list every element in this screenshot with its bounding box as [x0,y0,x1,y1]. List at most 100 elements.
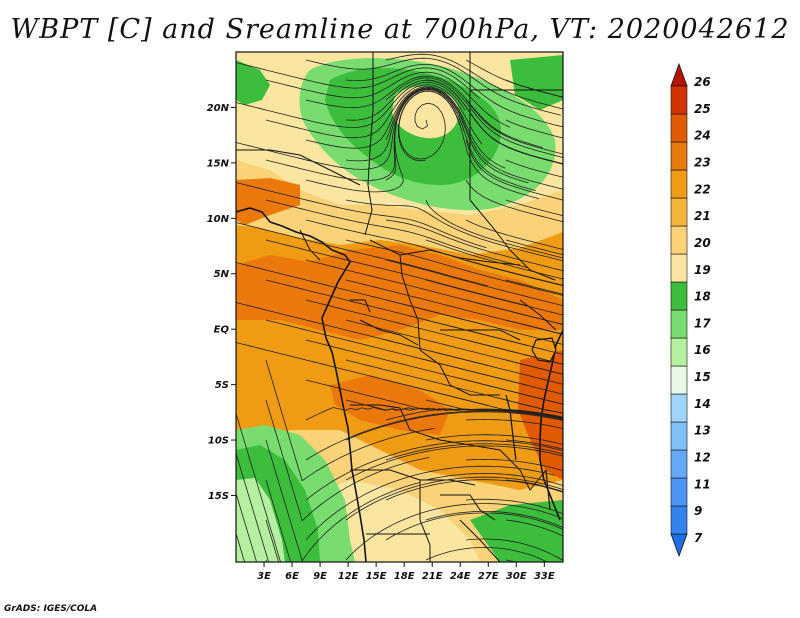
streamline [345,79,563,165]
colorbar-swatch [670,225,688,255]
wbpt-field-sw-light [236,478,285,562]
colorbar-label: 13 [694,424,711,438]
streamline [505,359,563,375]
lon-tick-label: 27E [478,571,499,582]
streamline [345,445,563,481]
streamline [385,77,563,158]
lon-tick-label: 6E [285,571,299,582]
wbpt-field-south-green [470,500,563,562]
streamline [305,75,543,148]
lat-tick-label: 10N [207,214,230,225]
streamline [425,279,563,316]
streamline [385,259,563,307]
streamline [385,89,536,192]
streamline [265,199,528,268]
streamline [305,57,561,116]
lat-axis: 20N 15N 10N 5N EQ 5S 10S 15S [207,103,236,502]
streamline [505,519,563,537]
streamline [385,379,563,418]
streamline [385,87,563,190]
wbpt-field-west-green [236,60,270,105]
streamline [465,458,563,472]
colorbar-swatch [670,253,688,283]
colorbar-swatch [670,169,688,199]
wbpt-field-nw-warm [236,178,300,225]
colorbar-swatch [670,197,688,227]
colorbar-bottom-arrow [670,533,688,558]
lon-tick-label: 24E [450,571,471,582]
colorbar-label: 15 [694,370,711,384]
colorbar-swatch [670,141,688,171]
colorbar-label: 14 [694,397,711,411]
streamline [505,239,563,256]
streamline [505,279,563,295]
streamline [505,159,563,178]
colorbar-swatch [670,449,688,479]
streamline [305,465,555,541]
lon-tick-label: 12E [338,571,359,582]
lake-malawi [545,469,551,511]
streamline [265,439,420,562]
streamline [345,503,563,561]
colorbar-label: 21 [694,209,711,223]
streamline [236,182,487,249]
colorbar-label: 23 [694,155,711,169]
streamline [226,540,236,575]
streamline [265,71,510,128]
lat-tick-label: 10S [208,436,229,447]
streamline [505,79,563,98]
coastline [236,207,367,562]
colorbar-swatch [670,85,688,115]
lat-tick-label: 15N [207,158,230,169]
streamline [385,443,563,461]
streamline [425,511,563,528]
streamline [236,452,270,562]
map-panel [226,52,563,575]
streamline [465,379,563,405]
streamline [385,219,563,272]
map-frame [235,51,564,563]
map-title: WBPT [C] and Sreamline at 700hPa, VT: 20… [10,14,790,45]
streamline [345,411,563,441]
colorbar-label: 11 [694,477,711,491]
streamline [345,476,563,521]
streamline [425,319,563,355]
wbpt-field-north-yellow [236,160,563,255]
streamline [385,53,563,110]
lat-tick-label: 15S [208,491,229,502]
colorbar-label: 26 [694,75,711,89]
streamline [465,498,563,515]
streamline [505,319,563,335]
streamline [505,199,563,217]
streamline [425,399,563,419]
streamline [265,399,430,522]
streamline [505,119,563,139]
colorbar-swatch [670,281,688,311]
wbpt-field-cyclone-light [392,86,459,139]
streamline [425,472,563,487]
streamline [465,299,563,325]
streamline [465,339,563,365]
streamline [345,87,529,184]
streamline [465,419,563,429]
colorbar-label: 25 [694,102,711,116]
streamline [385,408,563,421]
wbpt-field-congo-warm [330,375,450,435]
wbpt-field-equatorial-warm [236,245,563,340]
country-borders [236,52,563,562]
streamline [425,434,563,445]
streamline [265,359,435,482]
lon-tick-label: 21E [422,571,443,582]
lat-tick-label: EQ [214,325,230,336]
streamline [505,399,563,414]
colorbar-label: 22 [694,182,711,196]
lon-tick-label: 9E [313,571,327,582]
streamline [305,410,563,461]
lat-tick-label: 5N [214,269,230,280]
lon-tick-label: 18E [394,571,415,582]
colorbar-swatch [670,421,688,451]
streamline [345,199,563,262]
streamline [236,88,442,170]
streamline [465,259,563,286]
